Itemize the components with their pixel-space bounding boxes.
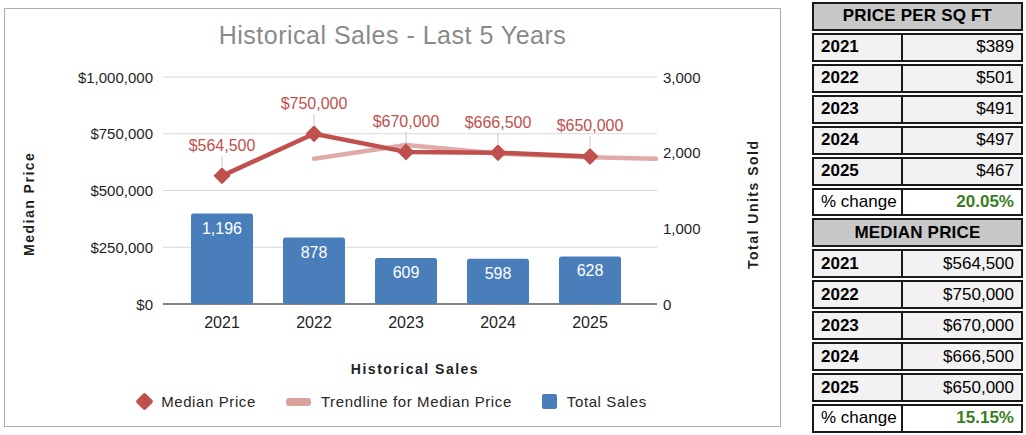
- pct-change-label[interactable]: % change: [814, 190, 903, 215]
- value-cell[interactable]: $750,000: [903, 282, 1021, 307]
- right-axis-tick-label: 2,000: [663, 144, 701, 161]
- value-cell[interactable]: $491: [903, 97, 1021, 122]
- table-row: 2022 $501: [812, 64, 1023, 93]
- left-axis-tick-label: $250,000: [90, 239, 153, 256]
- spreadsheet-canvas: Historical Sales - Last 5 Years Median P…: [0, 0, 1026, 435]
- bar-value-label: 878: [301, 244, 328, 261]
- median-price-data-label: $650,000: [557, 117, 624, 134]
- median-price-data-label: $564,500: [189, 137, 256, 154]
- legend-item-median-price[interactable]: Median Price: [138, 393, 256, 410]
- year-cell[interactable]: 2025: [814, 375, 903, 400]
- legend-label: Median Price: [161, 393, 256, 410]
- median-price-data-label: $670,000: [373, 113, 440, 130]
- chart-legend: Median Price Trendline for Median Price …: [5, 393, 780, 410]
- table-row-pct-change: % change 15.15%: [812, 404, 1023, 433]
- value-cell[interactable]: $389: [903, 35, 1021, 60]
- value-cell[interactable]: $564,500: [903, 251, 1021, 276]
- median-price-data-label: $750,000: [281, 95, 348, 112]
- x-axis-tick-label: 2021: [204, 314, 240, 331]
- legend-item-total-sales[interactable]: Total Sales: [542, 393, 647, 410]
- dash-icon: [286, 398, 311, 406]
- summary-tables: PRICE PER SQ FT 2021 $389 2022 $501 2023…: [812, 2, 1023, 433]
- right-axis-tick-label: 3,000: [663, 69, 701, 86]
- value-cell[interactable]: $666,500: [903, 344, 1021, 369]
- legend-item-trendline[interactable]: Trendline for Median Price: [286, 393, 512, 410]
- pct-change-label[interactable]: % change: [814, 406, 903, 431]
- left-axis-tick-label: $500,000: [90, 182, 153, 199]
- x-axis-tick-label: 2023: [388, 314, 424, 331]
- x-axis-title: Historical Sales: [175, 361, 655, 377]
- historical-sales-chart[interactable]: Historical Sales - Last 5 Years Median P…: [4, 8, 781, 427]
- right-axis-tick-label: 0: [663, 296, 671, 313]
- year-cell[interactable]: 2023: [814, 97, 903, 122]
- year-cell[interactable]: 2024: [814, 344, 903, 369]
- bar-value-label: 628: [577, 262, 604, 279]
- left-axis-tick-label: $750,000: [90, 125, 153, 142]
- value-cell[interactable]: $650,000: [903, 375, 1021, 400]
- value-cell[interactable]: $467: [903, 159, 1021, 184]
- pct-change-value[interactable]: 15.15%: [903, 406, 1021, 431]
- table-row: 2022 $750,000: [812, 280, 1023, 309]
- year-cell[interactable]: 2021: [814, 35, 903, 60]
- year-cell[interactable]: 2023: [814, 313, 903, 338]
- median-price-data-label: $666,500: [465, 114, 532, 131]
- square-icon: [542, 394, 557, 409]
- table-row: 2023 $491: [812, 95, 1023, 124]
- year-cell[interactable]: 2025: [814, 159, 903, 184]
- x-axis-tick-label: 2024: [480, 314, 516, 331]
- legend-label: Total Sales: [567, 393, 647, 410]
- left-axis-tick-label: $0: [136, 296, 153, 313]
- table-header-median-price[interactable]: MEDIAN PRICE: [812, 218, 1023, 247]
- diamond-icon: [135, 392, 153, 410]
- table-row: 2021 $564,500: [812, 249, 1023, 278]
- year-cell[interactable]: 2022: [814, 66, 903, 91]
- value-cell[interactable]: $501: [903, 66, 1021, 91]
- table-row: 2024 $666,500: [812, 342, 1023, 371]
- right-axis-tick-label: 1,000: [663, 220, 701, 237]
- median-price-marker[interactable]: [306, 125, 323, 142]
- table-row: 2023 $670,000: [812, 311, 1023, 340]
- table-header-price-per-sqft[interactable]: PRICE PER SQ FT: [812, 2, 1023, 31]
- pct-change-value[interactable]: 20.05%: [903, 190, 1021, 215]
- bar-value-label: 1,196: [202, 220, 242, 237]
- table-row: 2024 $497: [812, 126, 1023, 155]
- median-price-marker[interactable]: [490, 144, 507, 161]
- year-cell[interactable]: 2021: [814, 251, 903, 276]
- table-row: 2025 $650,000: [812, 373, 1023, 402]
- bar-value-label: 598: [485, 265, 512, 282]
- x-axis-tick-label: 2022: [296, 314, 332, 331]
- median-price-marker[interactable]: [582, 148, 599, 165]
- value-cell[interactable]: $497: [903, 128, 1021, 153]
- bar-value-label: 609: [393, 264, 420, 281]
- median-price-marker[interactable]: [214, 167, 231, 184]
- x-axis-tick-label: 2025: [572, 314, 608, 331]
- legend-label: Trendline for Median Price: [321, 393, 512, 410]
- table-row: 2025 $467: [812, 157, 1023, 186]
- value-cell[interactable]: $670,000: [903, 313, 1021, 338]
- table-row: 2021 $389: [812, 33, 1023, 62]
- year-cell[interactable]: 2022: [814, 282, 903, 307]
- left-axis-tick-label: $1,000,000: [78, 69, 153, 86]
- table-row-pct-change: % change 20.05%: [812, 188, 1023, 217]
- year-cell[interactable]: 2024: [814, 128, 903, 153]
